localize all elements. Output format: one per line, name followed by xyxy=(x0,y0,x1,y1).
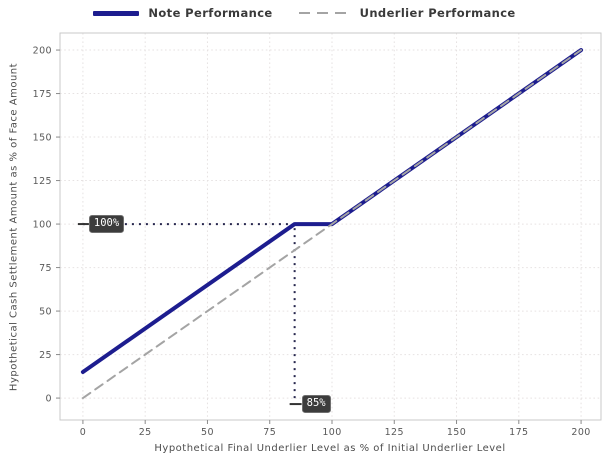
plot-border xyxy=(59,32,602,421)
y-tick-label: 50 xyxy=(39,307,52,318)
y-tick-label: 25 xyxy=(39,350,52,361)
legend-item-underlier-label: Underlier Performance xyxy=(359,6,516,20)
x-tick-label: 125 xyxy=(385,427,404,438)
x-tick-label: 0 xyxy=(80,427,86,438)
annotation-badge-100: 100% xyxy=(88,215,125,234)
y-tick-label: 150 xyxy=(33,133,52,144)
y-tick-label: 125 xyxy=(33,176,52,187)
note-line-swatch xyxy=(93,10,140,16)
annotation-badge-85: 85% xyxy=(301,395,331,414)
x-tick-label: 200 xyxy=(571,427,590,438)
y-tick-label: 175 xyxy=(33,89,52,100)
y-tick-label: 100 xyxy=(33,220,52,231)
legend-item-underlier: Underlier Performance xyxy=(298,6,516,20)
x-tick-label: 100 xyxy=(322,427,341,438)
underlier-performance-line xyxy=(81,49,583,400)
x-tick-label: 175 xyxy=(509,427,528,438)
y-tick-label: 75 xyxy=(39,263,52,274)
y-tick-label: 0 xyxy=(46,394,52,405)
x-axis-label: Hypothetical Final Underlier Level as % … xyxy=(154,443,506,454)
legend-item-note-label: Note Performance xyxy=(148,6,273,20)
legend: Note Performance Underlier Performance xyxy=(0,6,609,20)
x-tick-label: 25 xyxy=(139,427,152,438)
underlier-line-swatch xyxy=(298,11,351,15)
x-tick-label: 150 xyxy=(447,427,466,438)
x-tick-label: 50 xyxy=(201,427,214,438)
y-axis-label: Hypothetical Cash Settlement Amount as %… xyxy=(8,62,20,392)
x-tick-label: 75 xyxy=(263,427,276,438)
legend-item-note: Note Performance xyxy=(93,6,272,20)
y-tick-label: 200 xyxy=(33,46,52,57)
